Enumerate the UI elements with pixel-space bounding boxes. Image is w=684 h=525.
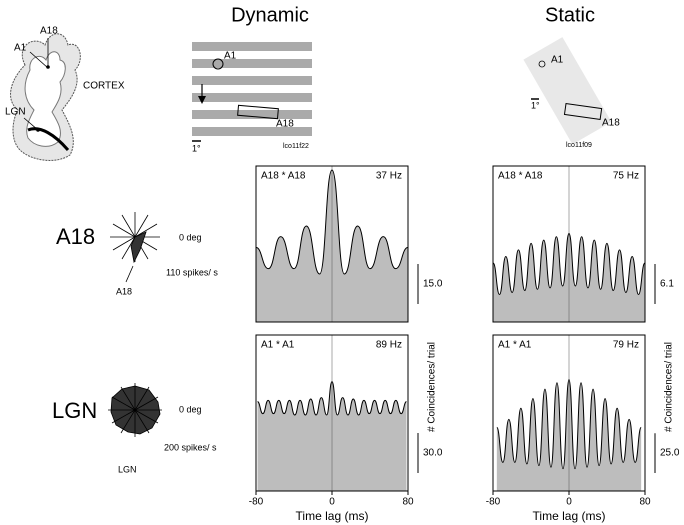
row-label: A18 bbox=[56, 224, 95, 249]
x-tick-label: 80 bbox=[402, 497, 414, 508]
stimulus-id: lco11f22 bbox=[283, 143, 309, 150]
x-tick-label: 0 bbox=[566, 497, 572, 508]
stimulus-label: A1 bbox=[224, 51, 237, 62]
stimulus-id: lco11f09 bbox=[566, 142, 592, 149]
panel-title: A1 * A1 bbox=[498, 340, 532, 351]
scale-bar-label: 30.0 bbox=[423, 448, 443, 459]
cortex-label: CORTEX bbox=[83, 81, 125, 92]
rate-label: 110 spikes/ s bbox=[166, 267, 218, 277]
fit-line bbox=[255, 169, 409, 275]
scale-bar-label: 25.0 bbox=[660, 448, 680, 459]
y-axis-label: # Coincidences/ trial bbox=[664, 342, 675, 432]
orientation-label: 0 deg bbox=[179, 232, 202, 242]
site-label: A18 bbox=[116, 286, 132, 296]
fit-line bbox=[496, 379, 642, 470]
stimulus-label: A18 bbox=[276, 119, 294, 130]
frequency-label: 89 Hz bbox=[376, 340, 402, 351]
x-axis-label: Time lag (ms) bbox=[296, 509, 369, 523]
site-label: LGN bbox=[118, 464, 137, 474]
column-title: Static bbox=[545, 4, 595, 26]
panel-title: A1 * A1 bbox=[261, 340, 295, 351]
stimulus-scale: 1° bbox=[192, 143, 201, 153]
x-tick-label: -80 bbox=[486, 497, 501, 508]
frequency-label: 79 Hz bbox=[613, 340, 639, 351]
stimulus-label: A18 bbox=[602, 118, 620, 129]
cortex-label: LGN bbox=[5, 107, 26, 118]
scale-bar-label: 15.0 bbox=[423, 279, 443, 290]
cortex-label: A18 bbox=[40, 26, 58, 37]
cortex-sketch bbox=[10, 33, 81, 161]
x-tick-label: -80 bbox=[249, 497, 264, 508]
orientation-label: 0 deg bbox=[179, 404, 202, 414]
frequency-label: 75 Hz bbox=[613, 171, 639, 182]
row-label: LGN bbox=[52, 398, 97, 423]
x-tick-label: 80 bbox=[639, 497, 651, 508]
scale-bar-label: 6.1 bbox=[660, 279, 674, 290]
stimulus-scale: 1° bbox=[531, 100, 540, 110]
y-axis-label: # Coincidences/ trial bbox=[427, 342, 438, 432]
polar-plot bbox=[108, 383, 162, 437]
panel-title: A18 * A18 bbox=[498, 171, 543, 182]
x-axis-label: Time lag (ms) bbox=[533, 509, 606, 523]
polar-plot bbox=[110, 212, 160, 283]
dynamic-stimulus bbox=[192, 42, 312, 142]
column-title: Dynamic bbox=[231, 4, 309, 26]
fit-line bbox=[492, 233, 646, 295]
x-tick-label: 0 bbox=[329, 497, 335, 508]
frequency-label: 37 Hz bbox=[376, 171, 402, 182]
stimulus-label: A1 bbox=[551, 55, 564, 66]
panel-frame bbox=[492, 165, 646, 323]
panel-title: A18 * A18 bbox=[261, 171, 306, 182]
rate-label: 200 spikes/ s bbox=[164, 442, 217, 452]
panel-frame bbox=[255, 165, 409, 323]
static-stimulus bbox=[523, 37, 612, 145]
cortex-label: A1 bbox=[14, 43, 27, 54]
fit-line bbox=[257, 381, 407, 416]
